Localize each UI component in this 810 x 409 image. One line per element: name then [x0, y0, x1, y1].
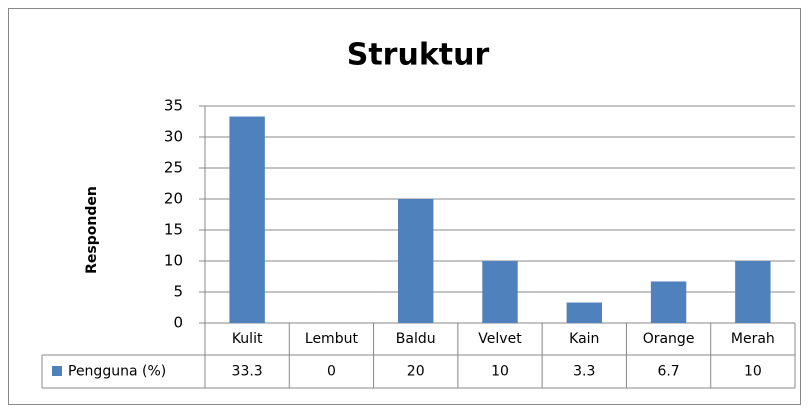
bar [398, 199, 434, 323]
table-value: 0 [327, 364, 336, 380]
legend-label: Pengguna (%) [68, 364, 166, 380]
y-tick-label: 15 [164, 221, 183, 239]
legend-swatch [52, 366, 62, 376]
x-tick-label: Kain [569, 331, 599, 347]
y-tick-label: 30 [164, 128, 183, 146]
x-tick-label: Lembut [305, 331, 359, 347]
x-tick-label: Orange [643, 331, 695, 347]
bar [650, 281, 687, 323]
y-tick-label: 35 [164, 97, 183, 115]
y-tick-label: 25 [164, 159, 183, 177]
table-value: 10 [491, 364, 509, 380]
bar [229, 116, 265, 323]
x-tick-label: Velvet [478, 331, 522, 347]
table-value: 3.3 [573, 364, 595, 380]
bar [735, 261, 771, 323]
table-value: 10 [744, 364, 762, 380]
x-tick-label: Baldu [396, 331, 436, 347]
table-value: 33.3 [232, 364, 263, 380]
x-tick-label: Kulit [232, 331, 263, 347]
y-tick-label: 0 [173, 314, 183, 332]
table-value: 20 [407, 364, 425, 380]
y-tick-label: 10 [164, 252, 183, 270]
chart-title: Struktur [347, 38, 490, 73]
table-value: 6.7 [657, 364, 679, 380]
bar [482, 261, 518, 323]
x-tick-label: Merah [731, 331, 775, 347]
y-tick-label: 5 [173, 283, 183, 301]
y-tick-label: 20 [164, 190, 183, 208]
y-axis-label: Responden [84, 186, 100, 274]
bar [566, 302, 602, 323]
